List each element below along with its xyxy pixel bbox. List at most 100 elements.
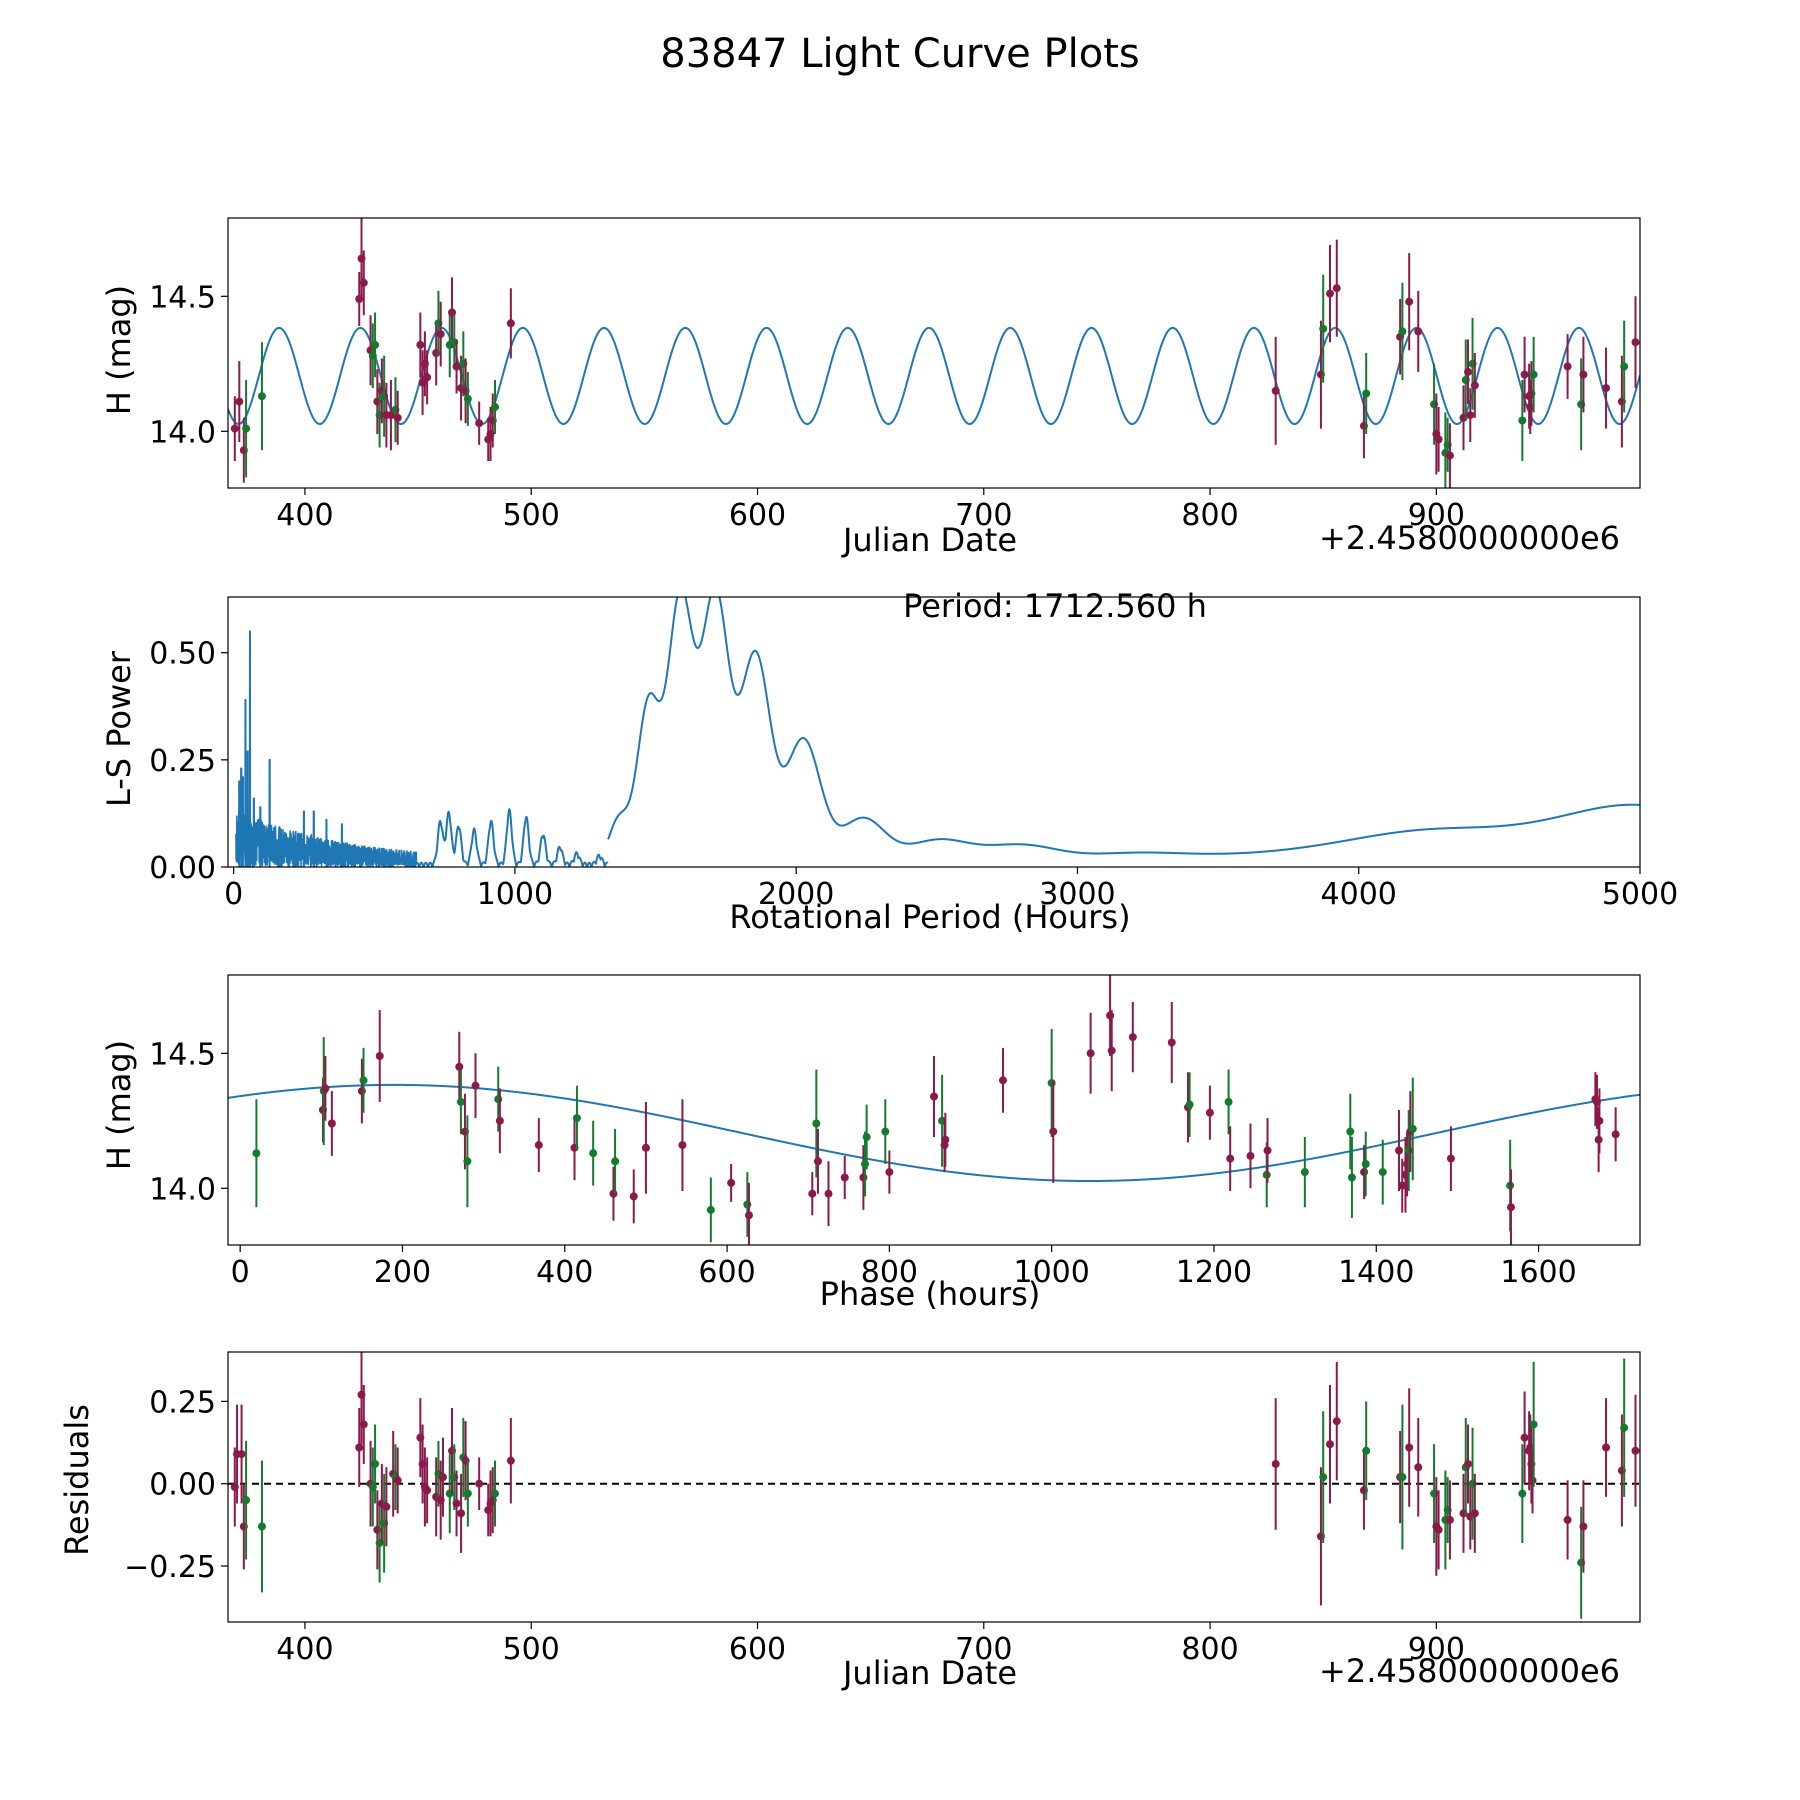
- data-point: [371, 1459, 380, 1468]
- plot-area: [235, 597, 1640, 867]
- data-point: [930, 1092, 938, 1101]
- data-point: [1319, 324, 1328, 333]
- data-point: [1106, 1011, 1115, 1020]
- data-point: [491, 1489, 500, 1498]
- data-point: [629, 1192, 638, 1201]
- data-point: [1167, 1038, 1176, 1047]
- x-tick-label: 500: [503, 1632, 560, 1667]
- data-point: [355, 1443, 364, 1452]
- data-point: [257, 392, 266, 401]
- data-point: [423, 1486, 432, 1495]
- data-point: [1128, 1033, 1137, 1042]
- data-point: [393, 1476, 402, 1485]
- data-point: [862, 1133, 871, 1141]
- data-point: [885, 1168, 894, 1177]
- x-tick-label: 4000: [1321, 877, 1397, 912]
- x-tick-label: 400: [536, 1255, 593, 1290]
- data-point: [534, 1141, 543, 1150]
- data-point: [237, 1450, 246, 1459]
- figure-title: 83847 Light Curve Plots: [660, 31, 1139, 77]
- y-tick-label: 0.00: [149, 851, 216, 886]
- data-point: [1434, 435, 1443, 444]
- data-point: [1446, 1154, 1455, 1163]
- data-point: [452, 362, 461, 371]
- x-tick-label: 500: [503, 498, 560, 533]
- data-point: [941, 1135, 950, 1144]
- data-point: [1271, 1459, 1280, 1468]
- data-point: [1319, 1473, 1328, 1482]
- data-point: [1325, 289, 1334, 298]
- data-point: [1398, 1181, 1407, 1190]
- data-point: [1631, 1446, 1640, 1455]
- data-point: [1528, 1476, 1537, 1485]
- residuals-x-offset: +2.4580000000e6: [1319, 1652, 1620, 1690]
- data-point: [506, 1456, 515, 1465]
- data-point: [452, 1499, 461, 1508]
- data-point: [475, 419, 484, 428]
- data-point: [1086, 1049, 1095, 1058]
- data-point: [416, 340, 425, 349]
- y-tick-label: 14.5: [149, 280, 216, 315]
- data-point: [881, 1127, 890, 1136]
- x-tick-label: 3000: [1039, 877, 1115, 912]
- plot-frame: [227, 974, 1641, 1246]
- data-point: [1246, 1151, 1255, 1160]
- data-point: [1347, 1173, 1356, 1182]
- x-tick-label: 600: [698, 1255, 755, 1290]
- data-point: [230, 424, 239, 433]
- data-point: [589, 1149, 598, 1158]
- data-point: [743, 1200, 752, 1209]
- data-point: [242, 424, 251, 433]
- data-point: [744, 1211, 753, 1220]
- data-point: [386, 411, 395, 420]
- data-point: [1300, 1168, 1309, 1177]
- plot-frame: [227, 596, 1641, 868]
- data-point: [706, 1205, 715, 1214]
- data-point: [1346, 1127, 1355, 1136]
- data-point: [1408, 1124, 1417, 1133]
- data-point: [1226, 1154, 1235, 1163]
- data-point: [463, 1489, 472, 1498]
- data-point: [1394, 1146, 1403, 1155]
- data-point: [382, 1502, 391, 1511]
- y-tick-label: −0.25: [124, 1550, 216, 1585]
- periodogram-panel: Period: 1712.560 h Rotational Period (Ho…: [100, 587, 1678, 936]
- data-point: [1405, 297, 1414, 306]
- data-point: [1263, 1146, 1272, 1155]
- data-point: [371, 340, 380, 349]
- data-point: [861, 1160, 870, 1168]
- data-point: [359, 278, 368, 287]
- y-tick-label: 14.5: [149, 1037, 216, 1072]
- data-point: [463, 1157, 472, 1166]
- plot-area: [228, 975, 1640, 1245]
- data-point: [456, 1097, 465, 1106]
- lightcurve-panel: Julian Date +2.4580000000e6 H (mag) 400 5…: [100, 217, 1641, 559]
- periodogram-ylabel: L-S Power: [100, 650, 138, 807]
- data-point: [1378, 1168, 1387, 1177]
- data-point: [457, 1509, 466, 1518]
- x-tick-label: 0: [224, 877, 243, 912]
- data-point: [609, 1189, 618, 1198]
- data-point: [1611, 1130, 1620, 1139]
- data-point: [257, 1522, 266, 1531]
- data-point: [1520, 1433, 1529, 1442]
- residuals-xlabel: Julian Date: [841, 1654, 1017, 1692]
- y-tick-label: 0.25: [149, 1385, 216, 1420]
- data-point: [572, 1114, 581, 1123]
- plot-area: [228, 1352, 1640, 1619]
- data-point: [471, 1081, 480, 1090]
- data-point: [1631, 338, 1640, 347]
- periodogram-curve: [607, 597, 1640, 855]
- x-tick-label: 2000: [758, 877, 834, 912]
- x-tick-label: 1200: [1176, 1255, 1252, 1290]
- data-point: [1470, 1509, 1479, 1518]
- data-point: [1049, 1127, 1058, 1136]
- data-point: [840, 1173, 849, 1182]
- y-tick-label: 0.25: [149, 744, 216, 779]
- data-point: [423, 373, 432, 382]
- x-tick-label: 400: [276, 498, 333, 533]
- data-point: [463, 394, 472, 403]
- data-point: [506, 319, 515, 328]
- data-point: [1361, 1160, 1370, 1168]
